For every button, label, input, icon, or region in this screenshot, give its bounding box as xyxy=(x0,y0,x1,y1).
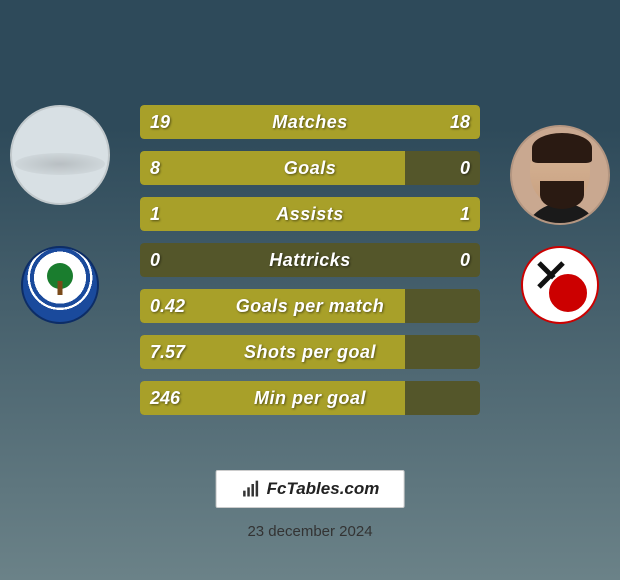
club-logo-right xyxy=(520,245,600,325)
stat-label: Shots per goal xyxy=(140,335,480,369)
club-logo-left xyxy=(20,245,100,325)
watermark[interactable]: FcTables.com xyxy=(216,470,405,508)
player-left-avatar xyxy=(10,105,110,205)
stat-label: Matches xyxy=(140,105,480,139)
watermark-text: FcTables.com xyxy=(267,479,380,499)
stat-row: 00Hattricks xyxy=(140,243,480,277)
rotherham-ball-icon xyxy=(547,272,589,314)
player-right-avatar xyxy=(510,125,610,225)
stat-row: 246Min per goal xyxy=(140,381,480,415)
avatar-beard-icon xyxy=(540,181,584,209)
wigan-badge-icon xyxy=(21,246,99,324)
wigan-trunk-icon xyxy=(58,281,63,295)
rotherham-badge-icon xyxy=(521,246,599,324)
avatar-hair-icon xyxy=(532,133,592,163)
stat-label: Goals xyxy=(140,151,480,185)
stat-label: Min per goal xyxy=(140,381,480,415)
stat-label: Assists xyxy=(140,197,480,231)
date-stamp: 23 december 2024 xyxy=(247,523,372,540)
stat-label: Hattricks xyxy=(140,243,480,277)
stat-row: 1918Matches xyxy=(140,105,480,139)
stat-bars: 1918Matches 80Goals 11Assists 00Hattricks 0.… xyxy=(140,105,480,427)
chart-icon xyxy=(241,479,261,499)
stat-row: 80Goals xyxy=(140,151,480,185)
stat-row: 11Assists xyxy=(140,197,480,231)
stat-row: 0.42Goals per match xyxy=(140,289,480,323)
stat-row: 7.57Shots per goal xyxy=(140,335,480,369)
stat-label: Goals per match xyxy=(140,289,480,323)
avatar-placeholder-icon xyxy=(15,153,105,175)
